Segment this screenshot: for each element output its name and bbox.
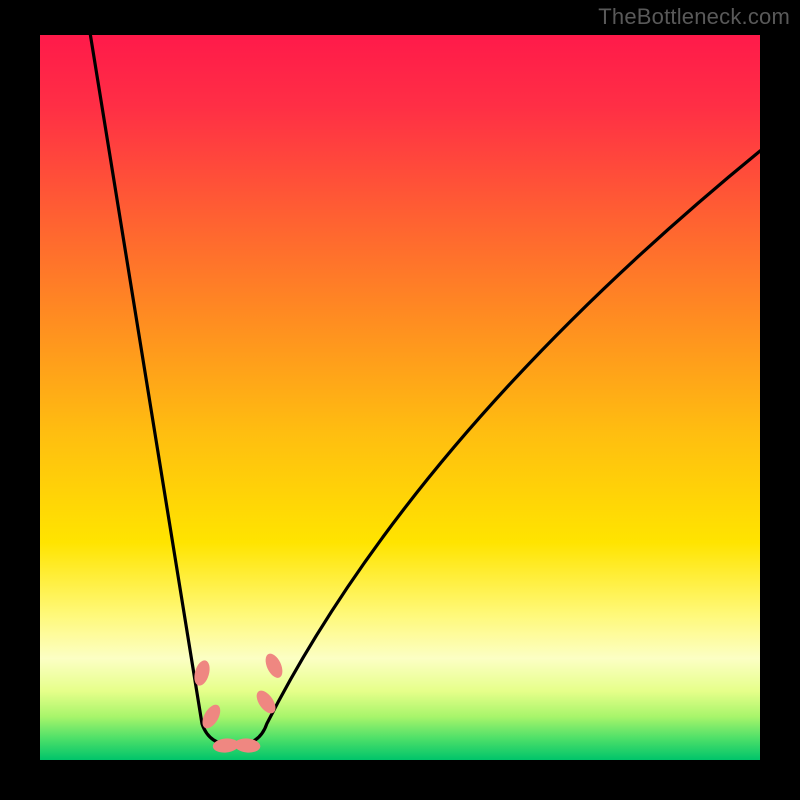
figure-root: TheBottleneck.com (0, 0, 800, 800)
bottleneck-plot (0, 0, 800, 800)
watermark-text: TheBottleneck.com (598, 4, 790, 30)
